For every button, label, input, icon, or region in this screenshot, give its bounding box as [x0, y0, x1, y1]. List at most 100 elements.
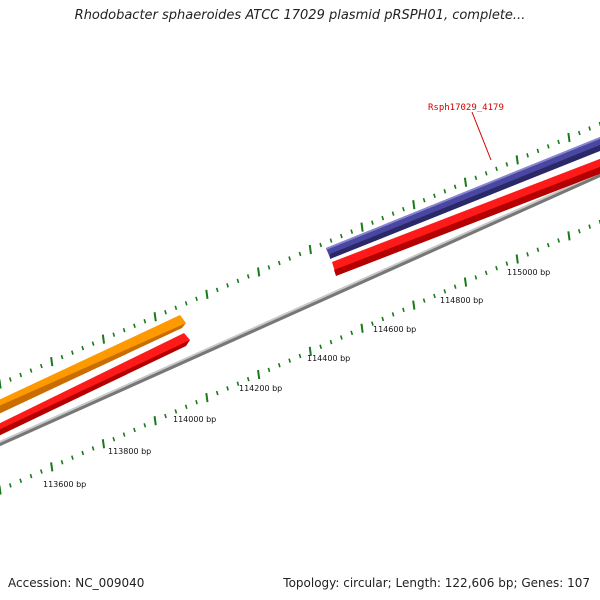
- outer-tick: [277, 260, 281, 266]
- inner-tick: [402, 307, 405, 313]
- gene-label[interactable]: Rsph17029_4179: [428, 103, 504, 113]
- outer-tick: [91, 341, 95, 346]
- gene-label-leader: [471, 111, 492, 161]
- inner-tick: [267, 367, 271, 373]
- inner-tick: [350, 330, 354, 336]
- outer-tick: [40, 363, 43, 369]
- inner-tick: [505, 261, 509, 266]
- outer-tick: [453, 184, 457, 189]
- outer-tick: [71, 350, 74, 355]
- outer-tick: [360, 222, 364, 232]
- outer-tick: [463, 177, 468, 187]
- inner-tick: [474, 275, 478, 280]
- outer-tick: [402, 206, 405, 212]
- outer-tick: [112, 332, 116, 337]
- forward-gene-orange[interactable]: [0, 315, 186, 418]
- inner-tick: [433, 293, 436, 299]
- outer-tick: [267, 265, 271, 270]
- inner-tick: [495, 265, 498, 271]
- position-label: 114200 bp: [239, 384, 282, 393]
- inner-tick: [91, 446, 95, 451]
- outer-tick: [215, 287, 219, 293]
- inner-tick: [19, 478, 23, 483]
- outer-tick: [588, 126, 592, 131]
- outer-tick: [484, 171, 488, 176]
- outer-tick: [422, 197, 426, 203]
- outer-tick: [153, 312, 157, 322]
- outer-tick: [536, 148, 540, 154]
- inner-tick: [122, 432, 126, 437]
- outer-tick: [195, 296, 198, 302]
- inner-tick: [277, 363, 281, 368]
- inner-tick: [205, 392, 209, 403]
- inner-tick: [40, 469, 43, 474]
- inner-tick: [101, 439, 106, 449]
- inner-tick: [567, 231, 571, 241]
- inner-tick: [588, 224, 592, 229]
- outer-tick: [122, 327, 126, 333]
- inner-tick: [50, 462, 54, 472]
- inner-tick: [308, 346, 312, 357]
- inner-tick: [195, 399, 198, 405]
- outer-tick: [412, 200, 416, 210]
- position-label: 114400 bp: [307, 354, 350, 363]
- inner-tick: [526, 252, 529, 257]
- inner-tick: [463, 277, 468, 287]
- outer-tick: [81, 345, 85, 351]
- outer-tick: [495, 166, 498, 172]
- outer-tick: [319, 242, 323, 248]
- outer-tick: [371, 220, 374, 225]
- outer-tick: [19, 372, 23, 378]
- inner-tick: [422, 298, 426, 303]
- inner-tick-ring: [0, 219, 600, 495]
- outer-tick: [557, 139, 560, 145]
- outer-tick: [391, 211, 395, 216]
- reverse-gene-red-right[interactable]: [332, 155, 600, 276]
- inner-tick: [577, 229, 581, 234]
- inner-tick: [184, 404, 188, 410]
- outer-tick: [577, 130, 581, 136]
- outer-tick: [505, 162, 509, 167]
- inner-tick: [288, 358, 292, 363]
- backbone: [0, 171, 600, 447]
- outer-tick: [288, 256, 292, 261]
- position-label: 114800 bp: [440, 296, 483, 305]
- outer-tick-ring: [0, 121, 600, 389]
- inner-tick: [153, 416, 157, 426]
- inner-tick: [443, 289, 447, 294]
- inner-tick: [257, 369, 261, 380]
- summary-text: Topology: circular; Length: 122,606 bp; …: [283, 576, 590, 590]
- outer-tick: [143, 319, 147, 324]
- highlight-gene-blue[interactable]: [326, 133, 600, 259]
- outer-tick: [443, 189, 447, 194]
- outer-tick: [546, 144, 550, 149]
- inner-tick: [391, 312, 395, 317]
- inner-tick: [226, 386, 229, 391]
- inner-tick: [360, 323, 364, 333]
- inner-tick: [8, 483, 12, 488]
- inner-tick: [246, 376, 250, 382]
- inner-tick: [412, 300, 416, 310]
- inner-tick: [236, 381, 240, 386]
- inner-tick: [143, 423, 147, 428]
- inner-tick: [133, 427, 136, 433]
- outer-tick: [567, 132, 571, 143]
- reverse-gene-red-left[interactable]: [0, 333, 190, 440]
- outer-tick: [60, 354, 64, 360]
- outer-tick: [164, 310, 167, 315]
- inner-tick: [340, 335, 343, 340]
- outer-tick: [257, 267, 261, 277]
- inner-tick: [546, 242, 550, 248]
- inner-tick: [484, 270, 488, 276]
- inner-tick: [453, 284, 457, 289]
- outer-tick: [50, 356, 54, 367]
- outer-tick: [174, 305, 178, 311]
- outer-tick: [433, 193, 436, 198]
- outer-tick: [340, 233, 343, 239]
- accession-text: Accession: NC_009040: [8, 576, 145, 590]
- outer-tick: [133, 323, 136, 328]
- inner-tick: [81, 450, 85, 456]
- outer-tick: [308, 244, 312, 255]
- page-title: Rhodobacter sphaeroides ATCC 17029 plasm…: [74, 8, 526, 23]
